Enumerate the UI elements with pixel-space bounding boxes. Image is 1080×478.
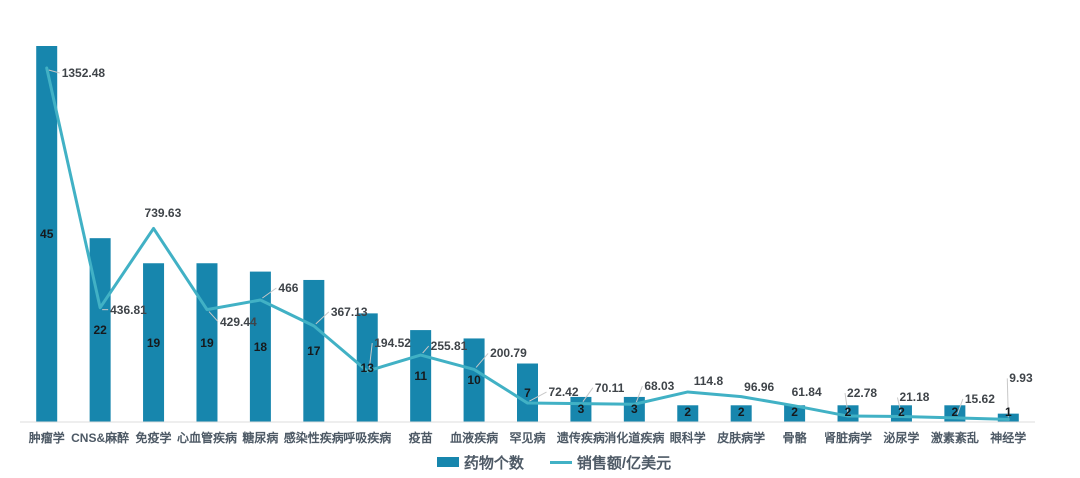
label-leader-line [48, 69, 60, 74]
bar-糖尿病[interactable] [249, 271, 271, 422]
bar-series-swatch-icon [436, 457, 459, 467]
legend-item-drug-count[interactable]: 药物个数 [436, 452, 524, 473]
label-leader-line [422, 345, 430, 354]
bar-血液疾病[interactable] [463, 338, 485, 422]
label-leader-line [635, 386, 643, 403]
label-leader-line [1006, 378, 1009, 418]
label-leader-line [262, 287, 277, 299]
bar-免疫学[interactable] [143, 263, 165, 422]
label-leader-line [475, 353, 489, 368]
sales-line [45, 66, 1010, 421]
bar-心血管疾病[interactable] [196, 263, 218, 422]
label-leader-line [582, 387, 594, 402]
bar-罕见病[interactable] [517, 363, 538, 422]
bar-呼吸疾病[interactable] [356, 313, 378, 422]
label-leader-line [529, 391, 547, 402]
bar-骨骼[interactable] [784, 405, 806, 422]
legend-item-sales[interactable]: 销售额/亿美元 [549, 452, 672, 473]
label-leader-line [844, 392, 849, 415]
label-leader-line [208, 311, 219, 322]
bar-CNS&麻醉[interactable] [89, 238, 111, 422]
bar-遗传疾病[interactable] [570, 396, 592, 422]
bar-消化道疾病[interactable] [623, 396, 645, 422]
label-leader-line [368, 343, 373, 370]
legend-line-label: 销售额/亿美元 [576, 454, 672, 472]
bar-肿瘤学[interactable] [36, 46, 58, 422]
legend-bar-label: 药物个数 [463, 454, 524, 472]
bar-皮肤病学[interactable] [730, 405, 752, 422]
legend: 药物个数 销售额/亿美元 [14, 452, 1080, 472]
label-leader-line [896, 397, 902, 415]
bar-感染性疾病[interactable] [303, 279, 325, 422]
line-series-swatch-icon [549, 460, 572, 464]
bar-疫苗[interactable] [410, 330, 432, 422]
label-leader-line [956, 398, 964, 417]
bar-神经学[interactable] [997, 413, 1019, 422]
bar-眼科学[interactable] [677, 405, 699, 422]
label-leader-line [315, 311, 330, 325]
